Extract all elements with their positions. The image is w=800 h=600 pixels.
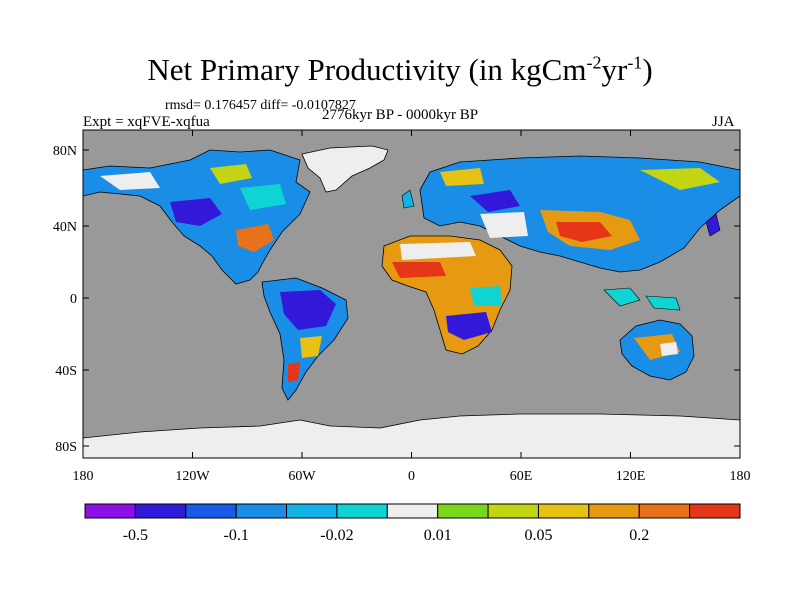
colorbar-swatch [134, 503, 187, 519]
y-tick-label: 40S [55, 364, 77, 379]
chart-title: Net Primary Productivity (in kgCm-2yr-1) [147, 52, 653, 87]
africa-patch-1 [400, 242, 476, 260]
na-patch-5 [240, 184, 286, 210]
x-tick-label: 0 [408, 469, 415, 484]
colorbar-label: 0.01 [424, 527, 452, 544]
asia-patch-4 [640, 168, 720, 190]
colorbar: -0.5 -0.1 -0.02 0.01 0.05 0.2 [84, 503, 741, 544]
na-patch-4 [210, 164, 252, 184]
antarctica [83, 413, 740, 458]
axis-ticks: 80N 40N 0 40S 80S 180 120W 60W 0 60E 120E 180 [53, 130, 751, 484]
colorbar-swatch [638, 503, 691, 519]
colorbar-swatch [537, 503, 590, 519]
africa-patch-4 [470, 286, 502, 306]
x-tick-label: 120W [175, 469, 210, 484]
x-tick-label: 180 [730, 469, 751, 484]
colorbar-swatch [487, 503, 539, 519]
sa-patch-2 [300, 336, 322, 358]
africa-patch-3 [446, 312, 492, 340]
na-patch-3 [100, 172, 160, 190]
period-label: 2776kyr BP - 0000kyr BP [321, 107, 479, 123]
colorbar-swatch [437, 503, 489, 519]
colorbar-swatch [689, 503, 741, 519]
colorbar-swatch [336, 503, 388, 519]
colorbar-label: 0.2 [629, 527, 649, 544]
se-asia-islands [603, 287, 681, 311]
y-tick-label: 40N [53, 220, 77, 235]
x-tick-label: 60W [288, 469, 316, 484]
x-tick-label: 120E [616, 469, 646, 484]
africa-patch-2 [392, 262, 446, 278]
sa-patch-1 [280, 290, 336, 330]
season-label: JJA [712, 114, 735, 130]
japan [705, 213, 721, 237]
asia-patch-3 [470, 190, 520, 212]
greenland [301, 145, 389, 193]
stats-label: rmsd= 0.176457 diff= -0.0107827 [165, 98, 356, 113]
y-tick-label: 80N [53, 144, 77, 159]
y-tick-label: 80S [55, 440, 77, 455]
colorbar-swatch [286, 503, 338, 519]
colorbar-swatch [185, 503, 237, 519]
uk [401, 189, 415, 209]
asia-patch-5 [480, 212, 528, 238]
x-tick-label: 180 [73, 469, 94, 484]
colorbar-label: -0.5 [123, 527, 148, 544]
experiment-label: Expt = xqFVE-xqfua [83, 114, 210, 130]
australia-patch-2 [660, 342, 678, 356]
colorbar-swatch [235, 503, 288, 519]
asia-patch-6 [440, 168, 484, 186]
y-tick-label: 0 [70, 292, 77, 307]
x-tick-label: 60E [510, 469, 533, 484]
colorbar-label: -0.1 [223, 527, 248, 544]
land-layer [83, 145, 740, 458]
colorbar-label: 0.05 [524, 527, 552, 544]
na-patch-1 [170, 198, 222, 226]
colorbar-swatch [386, 503, 439, 519]
na-patch-2 [236, 224, 274, 252]
sa-patch-3 [288, 362, 300, 382]
colorbar-swatch [84, 503, 136, 519]
asia-patch-2 [556, 222, 612, 242]
colorbar-label: -0.02 [320, 527, 353, 544]
colorbar-swatch [588, 503, 640, 519]
